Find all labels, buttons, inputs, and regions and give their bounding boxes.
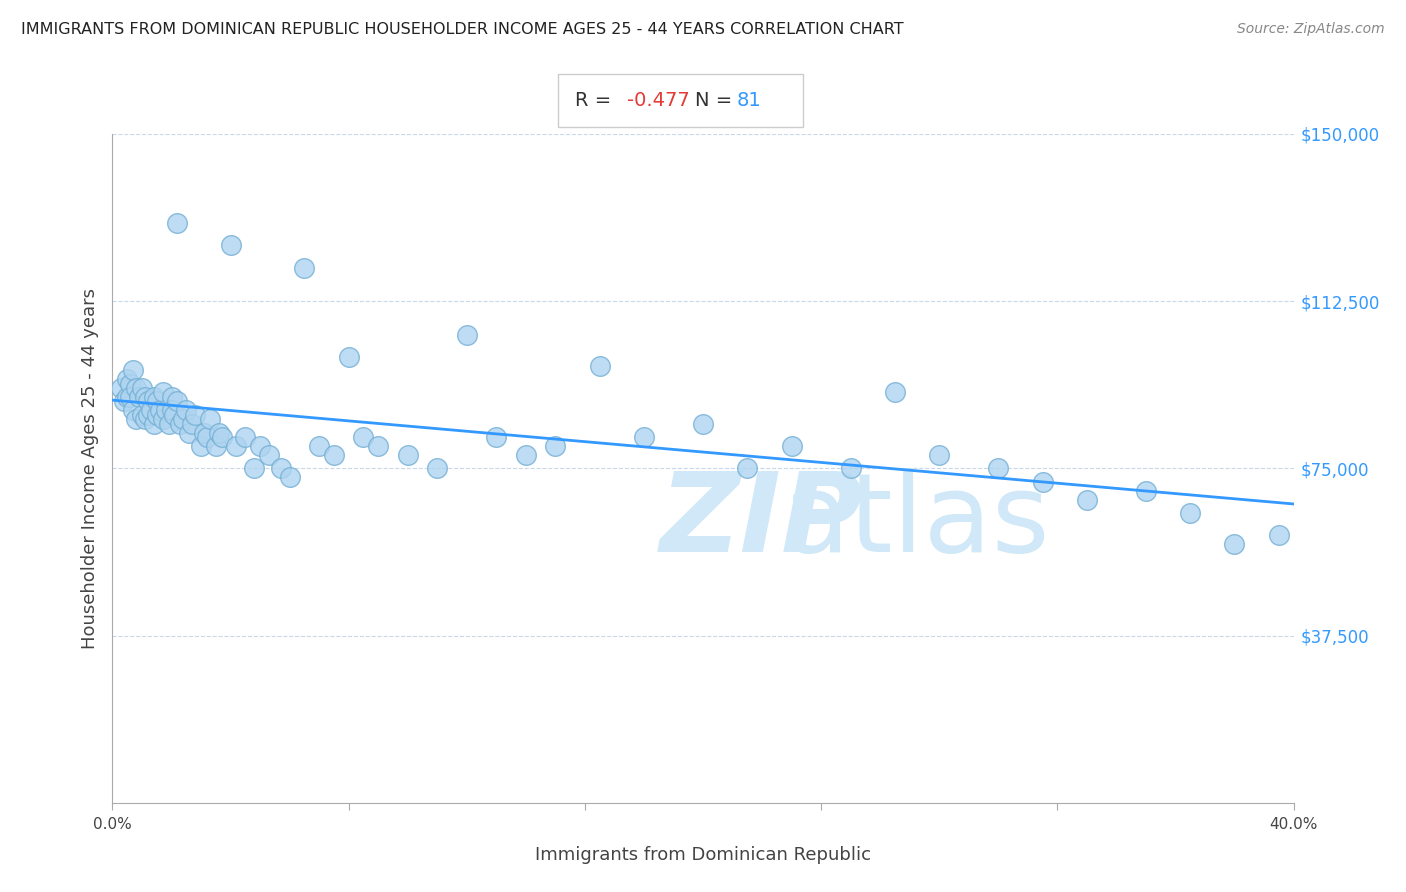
Point xyxy=(292,260,315,275)
Point xyxy=(352,430,374,444)
Point xyxy=(692,417,714,431)
Point xyxy=(125,412,148,426)
Point xyxy=(152,385,174,400)
Text: 81: 81 xyxy=(737,91,762,110)
Point xyxy=(160,390,183,404)
Text: N =: N = xyxy=(695,91,738,110)
Point xyxy=(134,390,156,404)
Point xyxy=(142,390,165,404)
Point xyxy=(146,394,169,409)
Point xyxy=(308,439,330,453)
Point xyxy=(172,412,194,426)
Point xyxy=(1268,528,1291,542)
Point xyxy=(134,412,156,426)
Point xyxy=(588,359,610,373)
Point xyxy=(152,412,174,426)
Point xyxy=(128,390,150,404)
Point xyxy=(987,461,1010,475)
Point xyxy=(117,372,138,386)
Point xyxy=(142,417,165,431)
Point xyxy=(146,408,169,422)
Point xyxy=(122,363,145,377)
Text: IMMIGRANTS FROM DOMINICAN REPUBLIC HOUSEHOLDER INCOME AGES 25 - 44 YEARS CORRELA: IMMIGRANTS FROM DOMINICAN REPUBLIC HOUSE… xyxy=(21,22,904,37)
Point xyxy=(179,425,201,440)
Point xyxy=(323,448,346,462)
Point xyxy=(456,327,478,342)
Point xyxy=(243,461,266,475)
Point xyxy=(125,381,148,395)
Point xyxy=(166,394,188,409)
Text: atlas: atlas xyxy=(782,468,1050,575)
Point xyxy=(1032,475,1054,489)
Point xyxy=(211,430,233,444)
Point xyxy=(928,448,950,462)
Point xyxy=(337,350,360,364)
Point xyxy=(737,461,759,475)
Text: R =: R = xyxy=(575,91,617,110)
Point xyxy=(515,448,537,462)
Point xyxy=(149,403,172,417)
Point xyxy=(884,385,907,400)
Point xyxy=(195,430,218,444)
Point xyxy=(139,403,162,417)
Point xyxy=(205,439,228,453)
Point xyxy=(155,403,177,417)
Point xyxy=(117,390,138,404)
Point xyxy=(136,394,159,409)
Point xyxy=(233,430,256,444)
Point xyxy=(1178,506,1201,520)
Point xyxy=(160,403,183,417)
Point xyxy=(485,430,508,444)
Point xyxy=(780,439,803,453)
Point xyxy=(396,448,419,462)
Point xyxy=(193,425,215,440)
Point xyxy=(544,439,567,453)
Point xyxy=(120,376,142,391)
Point xyxy=(181,417,204,431)
Point xyxy=(278,470,301,484)
Point xyxy=(198,412,221,426)
Y-axis label: Householder Income Ages 25 - 44 years: Householder Income Ages 25 - 44 years xyxy=(80,288,98,648)
Point xyxy=(1135,483,1157,498)
Point xyxy=(122,403,145,417)
Point xyxy=(190,439,212,453)
Point xyxy=(633,430,655,444)
Point xyxy=(184,408,207,422)
Point xyxy=(157,417,180,431)
Point xyxy=(174,403,197,417)
Point xyxy=(270,461,292,475)
Point xyxy=(249,439,271,453)
Point xyxy=(367,439,389,453)
X-axis label: Immigrants from Dominican Republic: Immigrants from Dominican Republic xyxy=(536,846,870,863)
Point xyxy=(136,408,159,422)
Point xyxy=(208,425,231,440)
Text: -0.477: -0.477 xyxy=(627,91,690,110)
Point xyxy=(120,390,142,404)
Point xyxy=(225,439,247,453)
Point xyxy=(1223,537,1246,551)
Point xyxy=(426,461,449,475)
Point xyxy=(166,216,188,230)
Point xyxy=(110,381,132,395)
Point xyxy=(257,448,280,462)
Point xyxy=(131,408,153,422)
Point xyxy=(131,381,153,395)
Point xyxy=(169,417,191,431)
Point xyxy=(112,394,135,409)
Point xyxy=(163,408,186,422)
Point xyxy=(219,238,242,252)
Point xyxy=(839,461,862,475)
Text: ZIP: ZIP xyxy=(661,468,863,575)
Point xyxy=(1076,492,1098,507)
Text: Source: ZipAtlas.com: Source: ZipAtlas.com xyxy=(1237,22,1385,37)
